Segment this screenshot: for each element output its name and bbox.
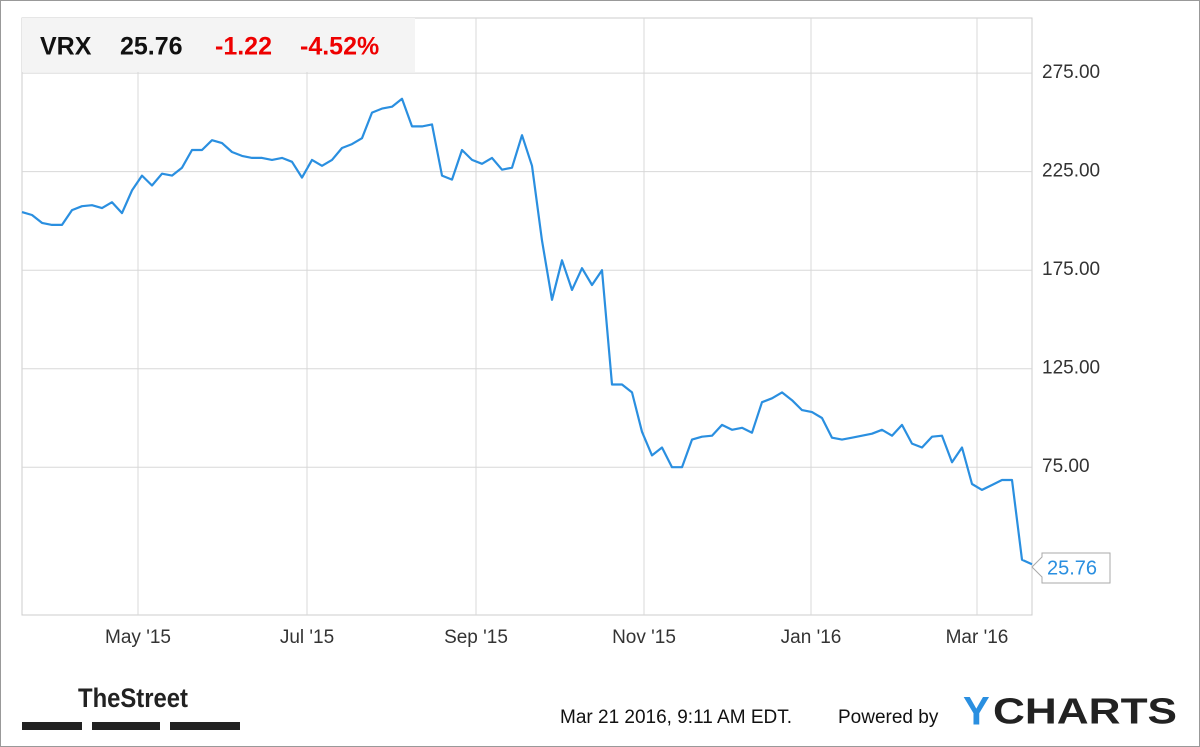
x-tick-label: Jul '15 bbox=[280, 627, 334, 648]
change: -1.22 bbox=[215, 33, 272, 61]
y-tick-label: 275.00 bbox=[1042, 62, 1100, 83]
source-logo: TheStreet bbox=[78, 683, 188, 713]
logo-bar bbox=[92, 722, 160, 730]
last-price-box bbox=[1031, 552, 1111, 584]
x-tick-label: Sep '15 bbox=[444, 627, 508, 648]
y-tick-label: 125.00 bbox=[1042, 358, 1100, 379]
price-line bbox=[21, 97, 1033, 566]
timestamp: Mar 21 2016, 9:11 AM EDT. bbox=[560, 707, 792, 728]
brand-y: Y bbox=[963, 690, 990, 734]
logo-bar bbox=[22, 722, 82, 730]
header-box bbox=[22, 18, 415, 72]
plot-area bbox=[21, 17, 1033, 616]
y-tick-label: 175.00 bbox=[1042, 259, 1100, 280]
symbol: VRX bbox=[40, 33, 92, 61]
change-pct: -4.52% bbox=[300, 33, 379, 61]
powered-by: Powered by bbox=[838, 707, 939, 728]
series bbox=[21, 97, 1033, 566]
x-tick-label: Jan '16 bbox=[781, 627, 842, 648]
brand-rest: CHARTS bbox=[993, 691, 1177, 732]
price: 25.76 bbox=[120, 33, 183, 61]
x-tick-label: Mar '16 bbox=[946, 627, 1009, 648]
x-tick-label: Nov '15 bbox=[612, 627, 676, 648]
y-tick-label: 225.00 bbox=[1042, 161, 1100, 182]
y-tick-label: 75.00 bbox=[1042, 456, 1090, 477]
last-price-label: 25.76 bbox=[1047, 557, 1097, 579]
x-tick-label: May '15 bbox=[105, 627, 171, 648]
logo-bar bbox=[170, 722, 240, 730]
grid bbox=[22, 18, 1032, 615]
